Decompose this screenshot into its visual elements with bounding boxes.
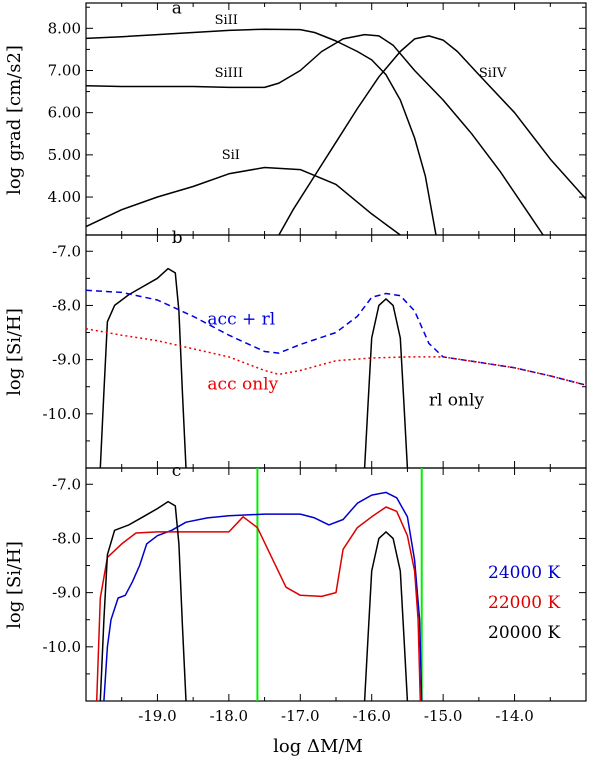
annotation-rl-only: rl only <box>429 391 485 411</box>
y-tick-label-a: 7.00 <box>48 61 81 79</box>
series-line-rl-only <box>99 267 187 469</box>
legend-entry-22000-k: 22000 K <box>488 593 560 613</box>
panel-b-ylabel: log [Si/H] <box>4 308 25 396</box>
y-tick-label-c: -8.0 <box>52 529 81 547</box>
series-line-acc-rl <box>85 289 587 386</box>
annotation-siii: SiII <box>215 13 238 28</box>
y-tick-label-b: -9.0 <box>52 351 81 369</box>
panel-b-ticks: -10.0 -9.0 -8.0 -7.0 <box>43 235 586 468</box>
y-tick-label-a: 4.00 <box>48 188 81 206</box>
panel-c-vlines <box>256 468 423 701</box>
panel-a: 4.00 5.00 6.00 7.00 8.00 a SiII SiIII SiIV SiI l… <box>4 0 587 236</box>
series-line-siiv <box>278 35 587 236</box>
panel-a-ylabel: log grad [cm/s2] <box>4 45 25 195</box>
panel-a-frame <box>85 2 587 236</box>
series-line-22000-k <box>95 506 422 702</box>
x-tick-label: -16.0 <box>352 707 390 725</box>
panel-a-text: a SiII SiIII SiIV SiI <box>172 0 507 163</box>
y-tick-label-b: -8.0 <box>52 296 81 314</box>
series-line-sii <box>85 166 401 236</box>
panel-c-ticks: -10.0 -9.0 -8.0 -7.0 -19.0 -18.0 -17.0 -16.0 -15… <box>43 468 586 725</box>
x-tick-label: -18.0 <box>210 707 248 725</box>
series-line-20000-k-peak <box>363 531 409 702</box>
y-tick-label-b: -7.0 <box>52 242 81 260</box>
y-tick-label-b: -10.0 <box>43 405 81 423</box>
y-tick-label-c: -10.0 <box>43 638 81 656</box>
panel-c-text: c 24000 K 22000 K 20000 K <box>172 461 561 643</box>
series-line-24000-k <box>103 491 423 702</box>
annotation-siiii: SiIII <box>215 66 243 81</box>
annotation-c: c <box>172 461 182 481</box>
series-line-20000-k <box>99 500 187 702</box>
panel-c-ylabel: log [Si/H] <box>4 541 25 629</box>
y-tick-label-c: -7.0 <box>52 475 81 493</box>
y-tick-label-a: 6.00 <box>48 104 81 122</box>
series-line-siii <box>85 28 437 236</box>
panel-a-ticks: 4.00 5.00 6.00 7.00 8.00 <box>48 3 586 235</box>
series-line-rl-only-peak <box>363 298 409 469</box>
panel-c-lines <box>95 491 423 702</box>
annotation-siiv: SiIV <box>479 66 507 81</box>
legend-entry-20000-k: 20000 K <box>488 623 560 643</box>
panel-a-lines <box>85 28 587 236</box>
x-tick-label: -15.0 <box>424 707 462 725</box>
annotation-b: b <box>172 228 183 248</box>
panel-c: -10.0 -9.0 -8.0 -7.0 -19.0 -18.0 -17.0 -16.0 -15… <box>4 461 587 757</box>
x-tick-label: -19.0 <box>138 707 176 725</box>
panel-b-lines <box>85 267 587 469</box>
series-line-siiii <box>85 33 544 236</box>
panel-b-text: b acc + rl acc only rl only <box>172 228 485 411</box>
panel-b: -10.0 -9.0 -8.0 -7.0 b acc + rl acc only rl on… <box>4 228 587 469</box>
annotation-acc-rl: acc + rl <box>207 309 275 329</box>
y-tick-label-c: -9.0 <box>52 584 81 602</box>
legend-entry-24000-k: 24000 K <box>488 563 560 583</box>
series-line-acc-only <box>85 327 587 386</box>
y-tick-label-a: 8.00 <box>48 19 81 37</box>
panel-b-frame <box>85 234 587 469</box>
x-axis-title: log ΔM/M <box>273 736 363 757</box>
x-tick-label: -14.0 <box>495 707 533 725</box>
annotation-acc-only: acc only <box>207 374 278 394</box>
x-tick-label: -17.0 <box>281 707 319 725</box>
y-tick-label-a: 5.00 <box>48 146 81 164</box>
annotation-sii: SiI <box>222 148 240 163</box>
panel-c-frame <box>85 467 587 702</box>
annotation-a: a <box>172 0 182 19</box>
